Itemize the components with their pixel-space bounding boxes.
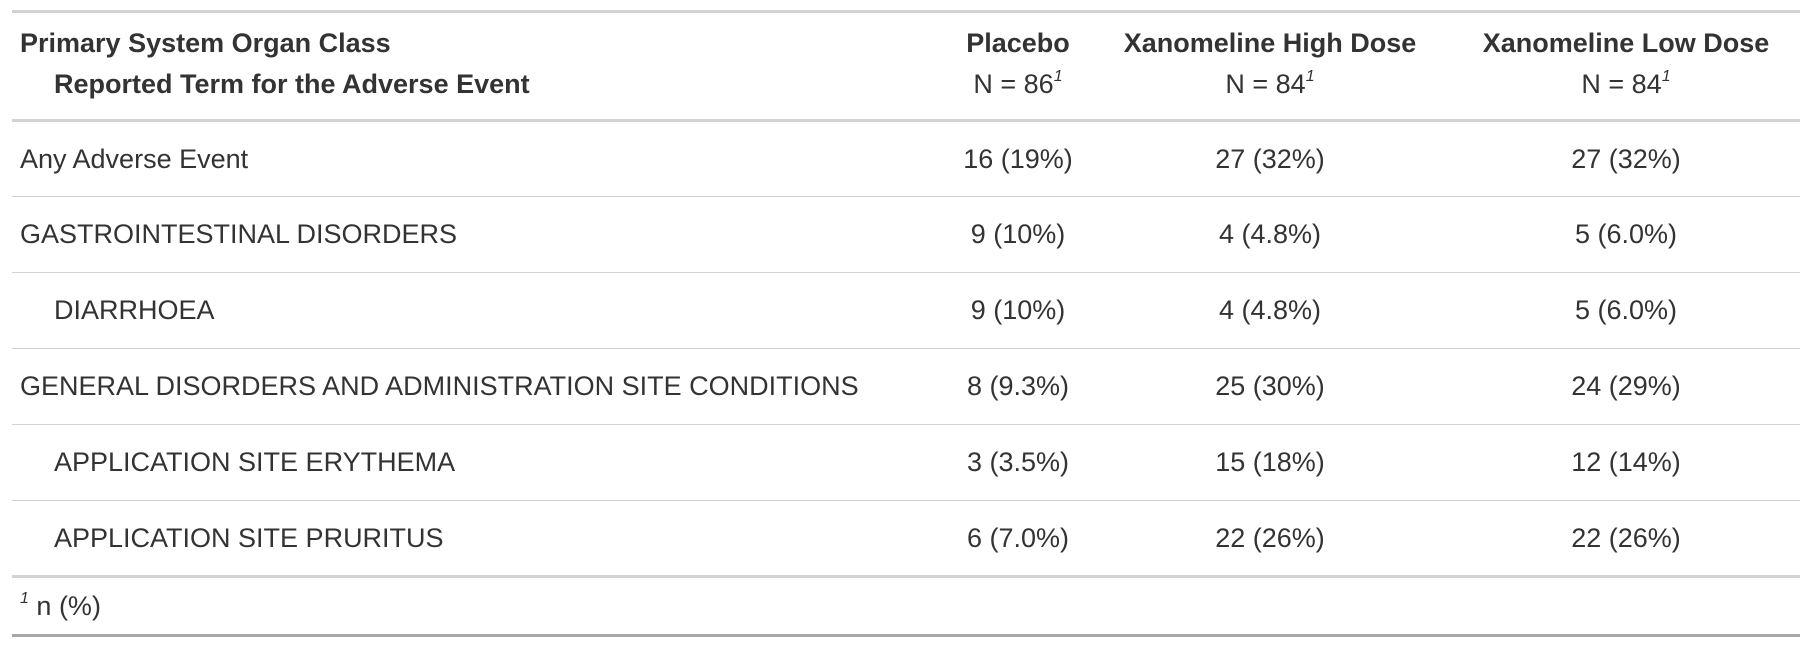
row-label: Any Adverse Event [12, 120, 948, 197]
header-row: Primary System Organ Class Reported Term… [12, 10, 1800, 122]
footnote: 1 n (%) [12, 576, 1800, 637]
column-n-text: N = 84 [1581, 69, 1662, 99]
table-header: Primary System Organ Class Reported Term… [12, 10, 1800, 122]
footnote-text: n (%) [36, 590, 101, 621]
footnote-row: 1 n (%) [12, 576, 1800, 637]
cell: 6 (7.0%) [948, 500, 1088, 578]
row-label: APPLICATION SITE ERYTHEMA [12, 424, 948, 501]
cell: 27 (32%) [1452, 120, 1800, 197]
cell: 9 (10%) [948, 272, 1088, 349]
cell: 4 (4.8%) [1088, 196, 1452, 273]
column-n-text: N = 84 [1225, 69, 1306, 99]
footnote-mark: 1 [1661, 68, 1671, 85]
ae-table: Primary System Organ Class Reported Term… [12, 10, 1800, 637]
stub-header-line: Reported Term for the Adverse Event [54, 69, 530, 99]
cell: 16 (19%) [948, 120, 1088, 197]
cell: 22 (26%) [1088, 500, 1452, 578]
cell: 25 (30%) [1088, 348, 1452, 425]
cell: 15 (18%) [1088, 424, 1452, 501]
row-label: DIARRHOEA [12, 272, 948, 349]
column-label: Xanomeline High Dose [1123, 28, 1417, 58]
column-n: N = 841 [1460, 64, 1792, 105]
cell: 27 (32%) [1088, 120, 1452, 197]
table-row: APPLICATION SITE ERYTHEMA 3 (3.5%) 15 (18%… [12, 424, 1800, 501]
column-n: N = 861 [956, 64, 1080, 105]
cell: 9 (10%) [948, 196, 1088, 273]
table-row: DIARRHOEA 9 (10%) 4 (4.8%) 5 (6.0%) [12, 272, 1800, 349]
table-row: GENERAL DISORDERS AND ADMINISTRATION SIT… [12, 348, 1800, 425]
row-label: GASTROINTESTINAL DISORDERS [12, 196, 948, 273]
table-row: GASTROINTESTINAL DISORDERS 9 (10%) 4 (4.8%… [12, 196, 1800, 273]
cell: 3 (3.5%) [948, 424, 1088, 501]
footnote-mark: 1 [1053, 68, 1063, 85]
stub-header-line: Primary System Organ Class [20, 28, 391, 58]
footnote-mark: 1 [20, 589, 29, 607]
table-row: APPLICATION SITE PRURITUS 6 (7.0%) 22 (26%… [12, 500, 1800, 578]
cell: 5 (6.0%) [1452, 272, 1800, 349]
cell: 8 (9.3%) [948, 348, 1088, 425]
table-row: Any Adverse Event 16 (19%) 27 (32%) 27 (32%… [12, 120, 1800, 197]
cell: 22 (26%) [1452, 500, 1800, 578]
row-label: GENERAL DISORDERS AND ADMINISTRATION SIT… [12, 348, 948, 425]
cell: 4 (4.8%) [1088, 272, 1452, 349]
column-header: Xanomeline Low Dose N = 841 [1452, 10, 1800, 122]
column-label: Placebo [966, 28, 1070, 58]
table-body: Any Adverse Event 16 (19%) 27 (32%) 27 (32%… [12, 120, 1800, 578]
column-n-text: N = 86 [973, 69, 1054, 99]
column-header: Xanomeline High Dose N = 841 [1088, 10, 1452, 122]
cell: 12 (14%) [1452, 424, 1800, 501]
cell: 24 (29%) [1452, 348, 1800, 425]
cell: 5 (6.0%) [1452, 196, 1800, 273]
column-header: Placebo N = 861 [948, 10, 1088, 122]
column-n: N = 841 [1096, 64, 1444, 105]
footnote-mark: 1 [1305, 68, 1315, 85]
column-label: Xanomeline Low Dose [1482, 28, 1770, 58]
stub-header: Primary System Organ Class Reported Term… [12, 10, 948, 122]
row-label: APPLICATION SITE PRURITUS [12, 500, 948, 578]
table-footer: 1 n (%) [12, 576, 1800, 637]
